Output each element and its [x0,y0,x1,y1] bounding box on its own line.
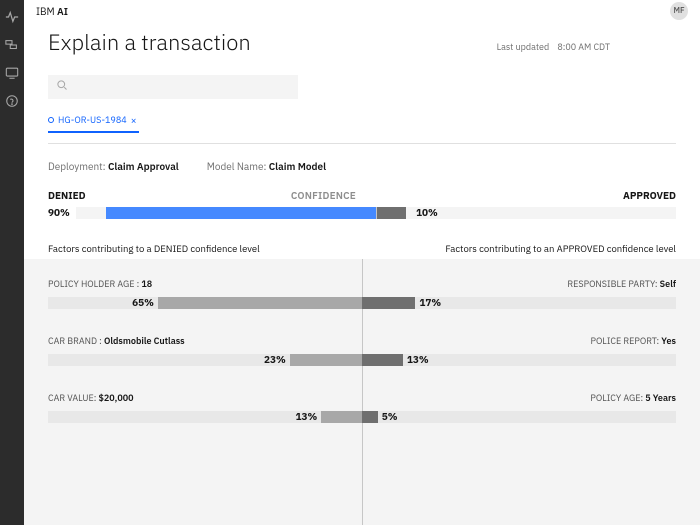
factors-head-left: Factors contributing to a DENIED confide… [48,242,260,255]
outcome-fill-right [376,207,406,219]
factor-left-label: CAR BRAND : Oldsmobile Cutlass [48,336,185,347]
factor-bar: 13% 5% [48,410,676,424]
avatar-initials: MF [673,6,684,16]
factor-right-label: RESPONSIBLE PARTY: Self [567,279,676,290]
outcome-barfield [76,207,676,219]
factors-head: Factors contributing to a DENIED confide… [24,220,700,259]
chip-id: HG-OR-US-1984 [58,115,127,126]
activity-icon[interactable] [5,10,19,24]
factor-right-label: POLICY AGE: 5 Years [590,393,676,404]
deployment-label: Deployment: [48,160,106,173]
factor-neg-pct: 23% [264,353,286,367]
outcome-mid-label: CONFIDENCE [291,189,362,202]
search-icon [56,79,68,95]
chip-row: HG-OR-US-1984 × [24,109,700,139]
last-updated-label: Last updated [497,42,550,53]
outcome-section: DENIED CONFIDENCE APPROVED 90% 10% [24,189,700,220]
search-input[interactable] [48,75,298,99]
topbar: IBM AI MF [24,0,700,22]
outcome-right-pct: 10% [410,206,438,219]
nav-rail [0,0,24,525]
factor-pos-bar [362,354,403,366]
factor-neg-pct: 13% [295,410,317,424]
factor-pos-pct: 5% [382,410,398,424]
outcome-left-pct: 90% [48,206,76,219]
last-updated-time: 8:00 AM CDT [557,42,610,53]
outcome-right-label: APPROVED [623,189,676,202]
deployment-value: Claim Approval [108,160,179,173]
main-column: IBM AI MF Explain a transaction Last upd… [24,0,700,525]
factors-panel: POLICY HOLDER AGE : 18 RESPONSIBLE PARTY:… [24,259,700,525]
search-wrap [24,57,700,109]
brand-suffix: AI [57,5,68,18]
factor-neg-bar [321,411,362,423]
chip-dot-icon [48,117,54,123]
model-value: Claim Model [269,160,326,173]
factor-left-label: CAR VALUE: $20,000 [48,393,134,404]
outcome-fill-left [106,207,376,219]
chip-close-icon[interactable]: × [131,114,137,127]
model-meta: Model Name: Claim Model [207,160,326,173]
factor-bar: 65% 17% [48,296,676,310]
factor-bar: 23% 13% [48,353,676,367]
factor-neg-pct: 65% [132,296,154,310]
avatar[interactable]: MF [670,2,688,20]
factor-pos-pct: 13% [407,353,429,367]
factor-pos-bar [362,297,415,309]
outcome-labels: DENIED CONFIDENCE APPROVED [48,189,676,206]
header-row: Explain a transaction Last updated 8:00 … [24,22,700,57]
meta-line: Deployment: Claim Approval Model Name: C… [24,144,700,189]
page-title: Explain a transaction [48,28,251,57]
outcome-midline [376,207,377,219]
layers-icon[interactable] [5,38,19,52]
transaction-chip[interactable]: HG-OR-US-1984 × [48,114,139,133]
factors-head-right: Factors contributing to an APPROVED conf… [445,242,676,255]
monitor-icon[interactable] [5,66,19,80]
outcome-left-label: DENIED [48,189,86,202]
brand-prefix: IBM [36,5,55,18]
factor-pos-bar [362,411,378,423]
factor-neg-bar [158,297,362,309]
brand: IBM AI [36,5,68,18]
deployment-meta: Deployment: Claim Approval [48,160,179,173]
model-label: Model Name: [207,160,267,173]
factor-left-label: POLICY HOLDER AGE : 18 [48,279,152,290]
outcome-bar: 90% 10% [48,206,676,220]
search-field[interactable] [74,81,290,93]
help-icon[interactable] [5,94,19,108]
factor-right-label: POLICE REPORT: Yes [590,336,676,347]
factor-pos-pct: 17% [419,296,441,310]
factor-neg-bar [290,354,362,366]
last-updated: Last updated 8:00 AM CDT [497,42,610,53]
